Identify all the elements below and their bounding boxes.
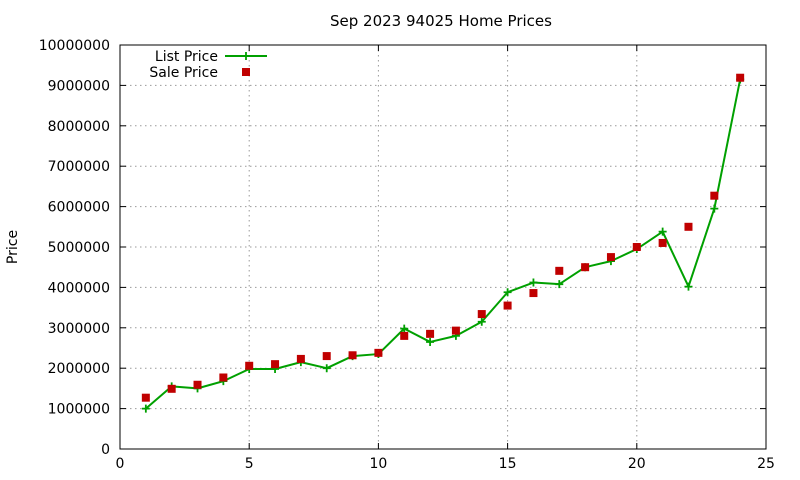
x-tick-label: 0 <box>116 456 125 472</box>
data-point <box>400 331 409 340</box>
legend-item: List Price <box>155 49 267 65</box>
data-point <box>426 337 435 346</box>
data-point <box>271 360 280 369</box>
data-point <box>245 361 254 370</box>
data-point <box>322 364 331 373</box>
series-line <box>145 79 742 410</box>
chart-title: Sep 2023 94025 Home Prices <box>330 12 552 30</box>
data-point <box>219 373 228 382</box>
data-point <box>581 263 590 272</box>
y-tick-label: 1000000 <box>48 402 110 418</box>
data-point <box>658 238 667 247</box>
x-tick-label: 20 <box>628 456 646 472</box>
y-axis-label: Price <box>5 230 21 264</box>
data-point <box>426 329 435 338</box>
axes: 0 5 10 15 20 25 0 1000000 2000000 3000000 4000000 5… <box>39 38 775 472</box>
x-tick-label: 25 <box>757 456 775 472</box>
legend-marker <box>242 68 250 76</box>
y-tick-label: 10000000 <box>39 38 110 54</box>
y-tick-label: 8000000 <box>48 119 110 135</box>
data-point <box>374 348 383 357</box>
x-tick-label: 15 <box>499 456 517 472</box>
data-point <box>632 243 641 251</box>
y-tick-label: 4000000 <box>48 280 110 296</box>
data-point <box>477 310 486 319</box>
y-tick-label: 3000000 <box>48 321 110 337</box>
data-point <box>736 73 745 82</box>
legend-marker <box>242 52 250 60</box>
data-point <box>529 278 538 287</box>
data-point <box>348 351 357 360</box>
data-point <box>141 404 150 413</box>
data-point <box>710 204 719 213</box>
y-tick-label: 2000000 <box>48 361 110 377</box>
data-point <box>193 380 202 389</box>
x-tick-label: 10 <box>369 456 387 472</box>
y-tick-label: 0 <box>101 442 110 458</box>
legend-label: List Price <box>155 49 218 65</box>
data-point <box>167 384 176 393</box>
data-point <box>658 227 667 236</box>
data-point <box>503 288 512 297</box>
data-point <box>322 352 331 361</box>
data-point <box>710 191 719 200</box>
y-tick-label: 7000000 <box>48 159 110 175</box>
y-tick-label: 5000000 <box>48 240 110 256</box>
data-point <box>296 354 305 363</box>
legend-label: Sale Price <box>149 65 218 81</box>
data-point <box>400 324 409 333</box>
y-tick-label: 9000000 <box>48 78 110 94</box>
x-tick-label: 5 <box>245 456 254 472</box>
legend-item: Sale Price <box>149 65 250 81</box>
data-point <box>684 282 693 291</box>
series-layer <box>141 73 745 413</box>
data-point <box>503 301 512 310</box>
data-point <box>529 289 538 298</box>
y-tick-label: 6000000 <box>48 200 110 216</box>
data-point <box>684 222 693 231</box>
series-sale-price <box>141 73 745 402</box>
data-point <box>555 266 564 275</box>
data-point <box>606 253 615 262</box>
data-point <box>451 326 460 335</box>
data-point <box>141 393 150 402</box>
data-point <box>555 280 564 289</box>
data-point <box>477 317 486 326</box>
